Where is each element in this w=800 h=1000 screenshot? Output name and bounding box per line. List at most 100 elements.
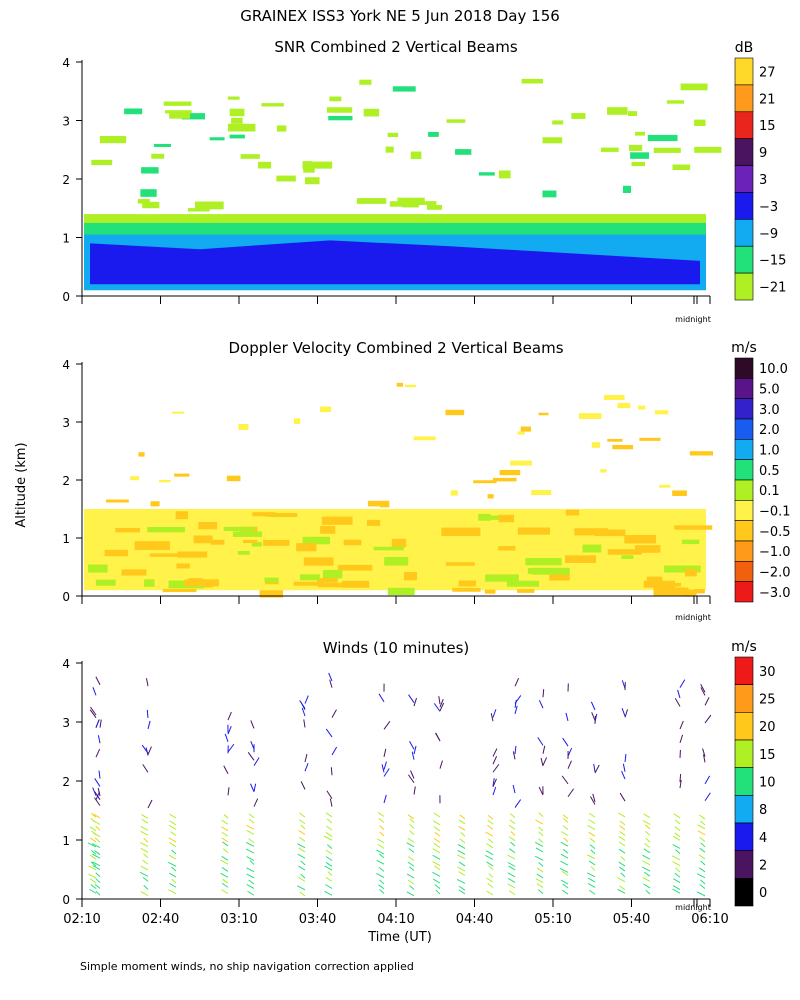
wind-barb [432, 848, 441, 854]
snr-patch [627, 111, 638, 116]
velocity-patch [492, 477, 517, 482]
wind-barb [325, 856, 333, 861]
velocity-patch [95, 579, 116, 586]
snr-patch [397, 197, 425, 204]
colorbar-label: 21 [759, 92, 776, 107]
wind-barb [457, 866, 466, 872]
wind-barb [643, 813, 651, 819]
midnight-label: midnight [675, 613, 711, 622]
velocity-patch [517, 431, 525, 435]
wind-barb [492, 748, 498, 757]
wind-barb [674, 872, 681, 878]
wind-barb [512, 784, 516, 794]
colorbar-label: 8 [759, 803, 767, 818]
wind-barb [300, 873, 306, 879]
snr-patch [647, 134, 678, 142]
snr-patch [227, 96, 240, 100]
wind-barb [459, 814, 466, 820]
wind-barb [407, 774, 415, 784]
wind-barb [589, 837, 596, 843]
snr-patch [195, 201, 224, 210]
wind-barb [246, 829, 255, 835]
x-tick-label: 05:10 [534, 912, 571, 927]
velocity-patch [104, 549, 128, 557]
wind-barb [89, 826, 97, 832]
wind-barb [95, 890, 101, 896]
wind-barb [143, 837, 149, 843]
wind-barb [171, 866, 177, 872]
wind-barb [674, 698, 681, 707]
colorbar-swatch [734, 850, 754, 879]
wind-barb [699, 847, 706, 853]
wind-barb [434, 831, 441, 837]
wind-barb [409, 823, 415, 829]
wind-barb [534, 842, 544, 847]
wind-barb [679, 679, 686, 688]
x-tick-label: 04:10 [377, 912, 414, 927]
wind-barb [95, 825, 101, 831]
wind-barb [222, 848, 229, 854]
wind-barb [145, 678, 149, 687]
colorbar-label: 3 [759, 173, 767, 188]
snr-patch [694, 119, 706, 126]
wind-barb [457, 844, 466, 849]
velocity-patch [604, 394, 625, 401]
snr-patch [387, 132, 399, 138]
velocity-patch [582, 544, 602, 553]
wind-barb [458, 871, 466, 876]
snr-patch [389, 201, 404, 207]
wind-barb [140, 842, 149, 847]
wind-barb [221, 866, 229, 872]
wind-barb [247, 752, 255, 761]
colorbar-swatch [734, 357, 754, 379]
wind-barb [434, 884, 441, 890]
wind-barb [410, 770, 415, 779]
wind-barb [304, 695, 309, 704]
velocity-patch [303, 557, 334, 566]
wind-barb [379, 831, 385, 837]
snr-patch [227, 123, 256, 132]
snr-patch [622, 185, 632, 193]
wind-barb [378, 818, 385, 823]
colorbar-label: −15 [759, 254, 786, 269]
velocity-patch [490, 515, 504, 520]
wind-barb [567, 747, 573, 757]
wind-barb [673, 813, 681, 819]
velocity-patch [634, 545, 661, 553]
colorbar-swatch [734, 165, 754, 193]
velocity-patch [320, 525, 336, 534]
wind-barb [492, 778, 497, 788]
wind-barb [542, 757, 548, 766]
wind-barb [704, 792, 711, 802]
wind-barb [512, 751, 516, 760]
velocity-patch [643, 580, 676, 588]
wind-barb [460, 831, 466, 837]
wind-barb [246, 867, 255, 873]
velocity-patch [681, 539, 700, 545]
wind-barb [407, 879, 415, 885]
velocity-patch [591, 442, 601, 448]
wind-barb [673, 878, 681, 884]
velocity-patch [198, 522, 218, 530]
colorbar-swatch [734, 57, 754, 86]
snr-patch [571, 113, 586, 119]
wind-barb [409, 830, 415, 835]
velocity-patch [396, 382, 403, 387]
snr-patch [666, 100, 684, 104]
wind-barb [492, 763, 500, 773]
wind-barb [672, 861, 681, 867]
wind-barb [246, 824, 255, 830]
wind-barb [562, 737, 569, 747]
colorbar-label: 3.0 [759, 403, 780, 418]
wind-barb [514, 677, 520, 687]
wind-barb [643, 848, 651, 854]
velocity-patch [527, 567, 568, 574]
wind-barb [140, 891, 149, 897]
wind-barb [171, 878, 177, 884]
wind-barb [624, 709, 629, 718]
wind-barb [383, 720, 391, 730]
wind-barb [643, 883, 651, 889]
snr-patch [276, 125, 287, 132]
wind-barb [95, 676, 101, 685]
wind-barb [590, 701, 596, 711]
